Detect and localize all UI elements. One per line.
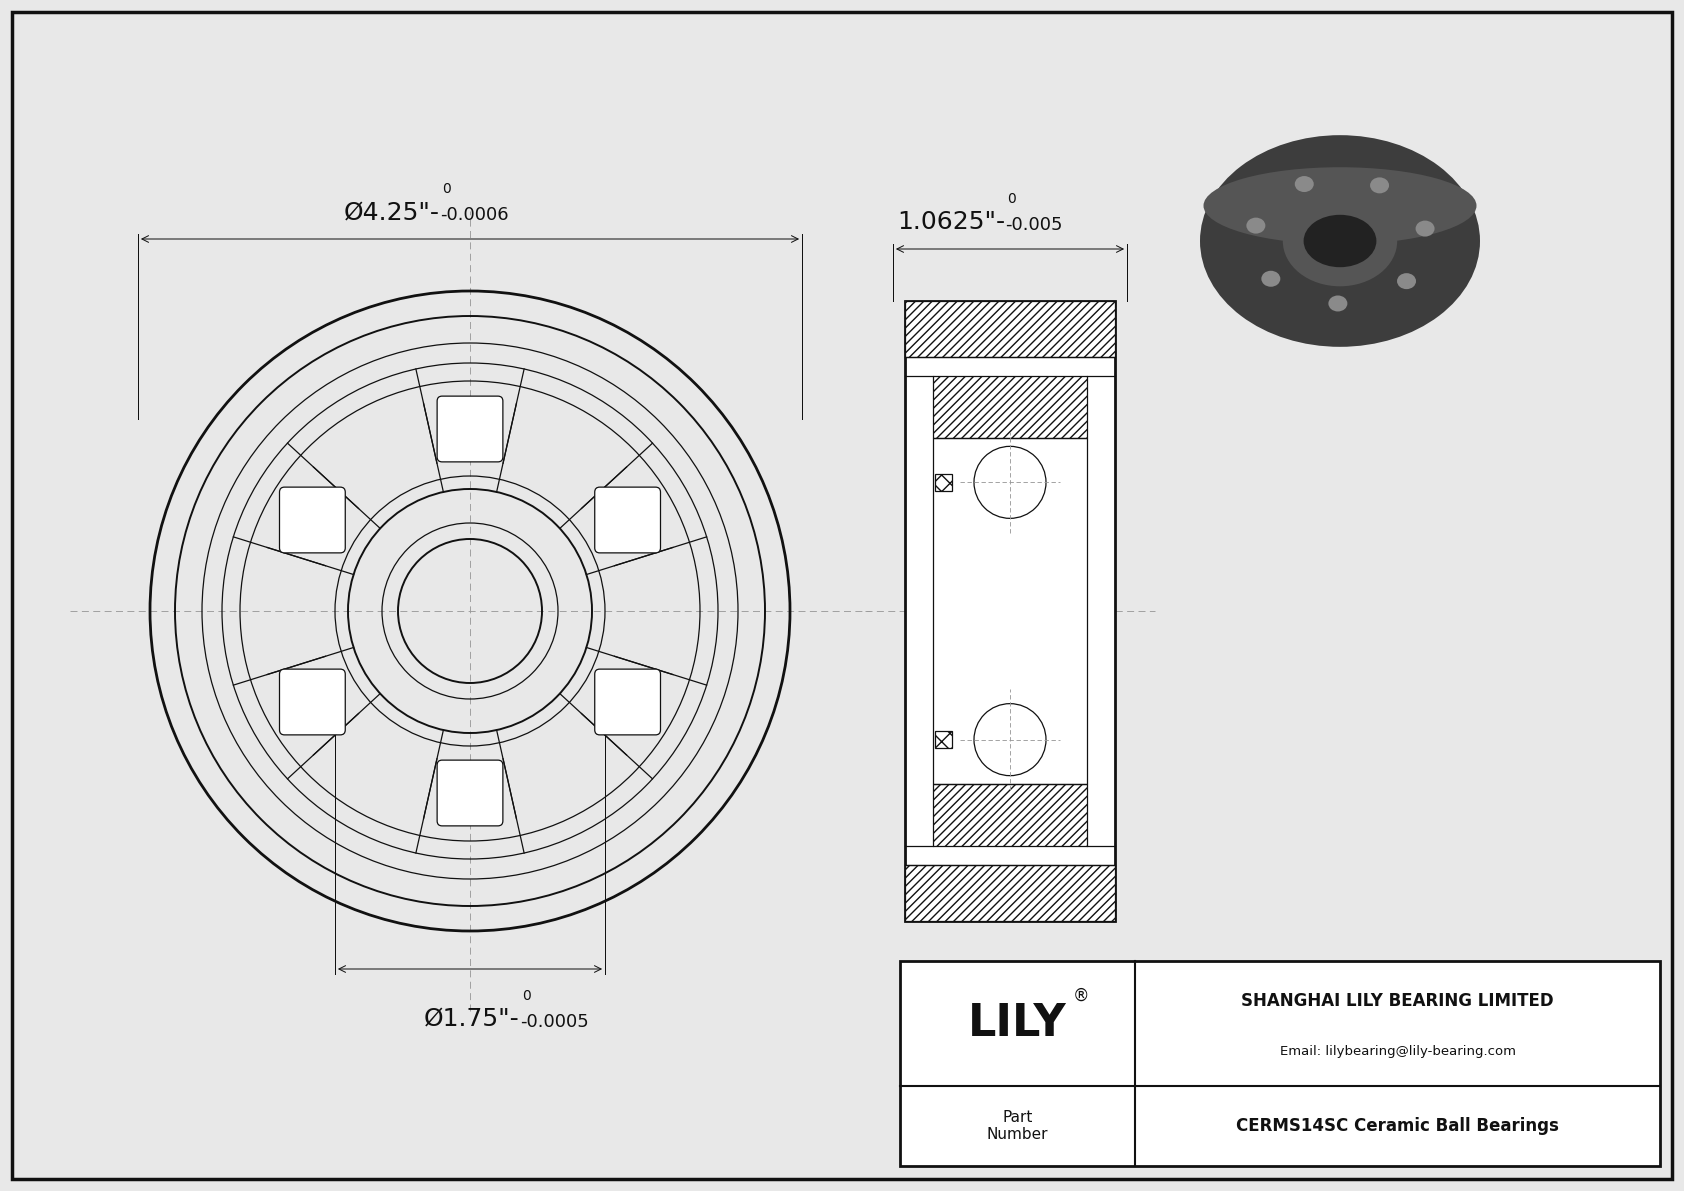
Bar: [904, 301, 1115, 357]
Bar: [935, 474, 951, 491]
Ellipse shape: [1371, 177, 1389, 193]
Circle shape: [973, 447, 1046, 518]
Text: ®: ®: [1073, 987, 1090, 1005]
Ellipse shape: [1398, 273, 1416, 289]
Bar: [904, 301, 1115, 921]
Text: Ø4.25"-: Ø4.25"-: [344, 200, 440, 224]
Text: LILY: LILY: [968, 1002, 1066, 1045]
FancyBboxPatch shape: [594, 487, 660, 553]
Text: 1.0625"-: 1.0625"-: [898, 210, 1005, 233]
Bar: [935, 731, 951, 748]
Text: Part
Number: Part Number: [987, 1110, 1047, 1142]
Ellipse shape: [1416, 220, 1435, 237]
Text: SHANGHAI LILY BEARING LIMITED: SHANGHAI LILY BEARING LIMITED: [1241, 992, 1554, 1010]
Text: -0.0005: -0.0005: [520, 1014, 589, 1031]
Text: -0.005: -0.005: [1005, 216, 1063, 233]
Text: CERMS14SC Ceramic Ball Bearings: CERMS14SC Ceramic Ball Bearings: [1236, 1117, 1559, 1135]
Ellipse shape: [1261, 270, 1280, 287]
Ellipse shape: [1246, 218, 1265, 233]
Ellipse shape: [1329, 295, 1347, 312]
Text: 0: 0: [441, 182, 451, 197]
Text: -0.0006: -0.0006: [440, 206, 509, 224]
FancyBboxPatch shape: [594, 669, 660, 735]
Text: Email: lilybearing@lily-bearing.com: Email: lilybearing@lily-bearing.com: [1280, 1045, 1516, 1058]
Bar: [933, 376, 1086, 438]
Bar: [899, 961, 1660, 1166]
FancyBboxPatch shape: [438, 397, 504, 462]
Bar: [904, 301, 1115, 357]
Bar: [904, 865, 1115, 921]
Ellipse shape: [1201, 135, 1480, 347]
FancyBboxPatch shape: [438, 760, 504, 825]
FancyBboxPatch shape: [280, 669, 345, 735]
Bar: [904, 865, 1115, 921]
Ellipse shape: [1283, 195, 1398, 286]
Ellipse shape: [1303, 214, 1376, 267]
Bar: [933, 376, 1086, 438]
Text: Ø1.75"-: Ø1.75"-: [424, 1008, 520, 1031]
FancyBboxPatch shape: [280, 487, 345, 553]
Text: 0: 0: [522, 989, 530, 1003]
Text: 0: 0: [1007, 192, 1015, 206]
Bar: [933, 784, 1086, 846]
Ellipse shape: [1295, 176, 1314, 192]
Circle shape: [973, 704, 1046, 775]
Bar: [933, 784, 1086, 846]
Bar: [933, 438, 1086, 784]
Ellipse shape: [1204, 167, 1477, 244]
